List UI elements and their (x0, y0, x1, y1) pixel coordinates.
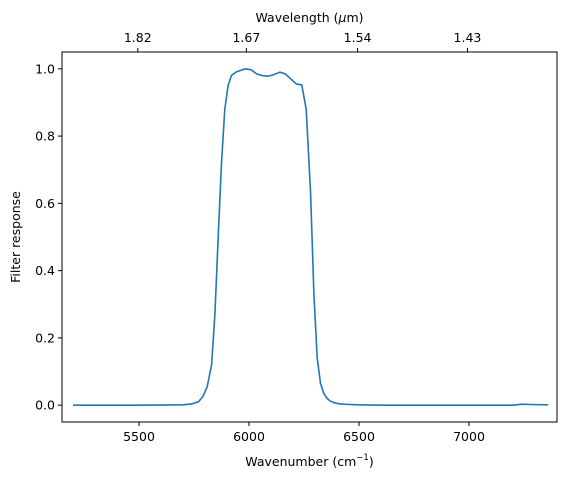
y-tick-label: 0.8 (35, 129, 55, 144)
x-tick-label: 7000 (453, 429, 485, 444)
top-axis-ticks: 1.82 1.67 1.54 1.43 (124, 30, 482, 52)
top-tick-label: 1.82 (124, 30, 152, 45)
x-tick-label: 6000 (233, 429, 265, 444)
y-tick-label: 0.0 (35, 398, 55, 413)
top-tick-label: 1.54 (344, 30, 372, 45)
x-tick-label: 5500 (123, 429, 155, 444)
plot-frame (61, 51, 558, 423)
y-axis-ticks: 0.0 0.2 0.4 0.6 0.8 1.0 (35, 61, 62, 413)
top-axis-label: Wavelength (μm) (255, 10, 363, 25)
x-axis-label: Wavenumber (cm−1) (245, 453, 373, 469)
y-tick-label: 0.4 (35, 263, 55, 278)
y-tick-label: 0.6 (35, 196, 55, 211)
top-tick-label: 1.67 (232, 30, 260, 45)
x-axis-ticks: 5500 6000 6500 7000 (123, 422, 485, 444)
top-tick-label: 1.43 (454, 30, 482, 45)
y-tick-label: 1.0 (35, 61, 55, 76)
series-line (73, 68, 549, 406)
x-tick-label: 6500 (343, 429, 375, 444)
y-tick-label: 0.2 (35, 330, 55, 345)
y-axis-label: Filter response (8, 191, 23, 283)
